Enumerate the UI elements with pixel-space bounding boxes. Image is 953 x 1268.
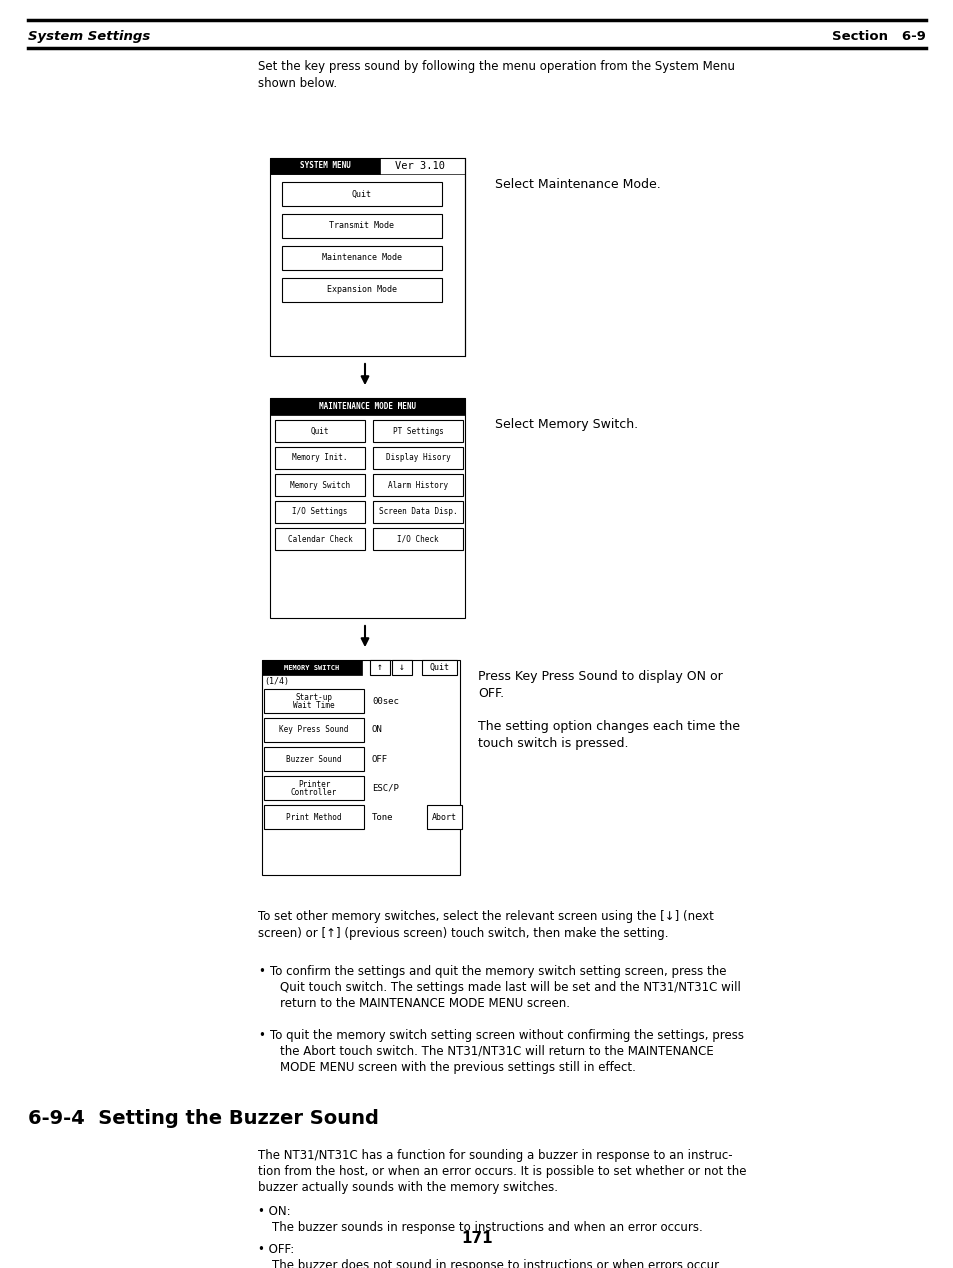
Text: To confirm the settings and quit the memory switch setting screen, press the: To confirm the settings and quit the mem… [270,965,726,978]
Text: • OFF:: • OFF: [257,1243,294,1257]
Text: ON: ON [372,725,382,734]
FancyBboxPatch shape [282,183,441,205]
Text: Alarm History: Alarm History [388,481,448,489]
FancyBboxPatch shape [274,474,365,496]
Text: Press Key Press Sound to display ON or
OFF.: Press Key Press Sound to display ON or O… [477,670,722,700]
FancyBboxPatch shape [274,420,365,443]
Text: Print Method: Print Method [286,813,341,822]
Text: SYSTEM MENU: SYSTEM MENU [299,161,350,170]
Text: the Abort touch switch. The NT31/NT31C will return to the MAINTENANCE: the Abort touch switch. The NT31/NT31C w… [280,1045,713,1058]
Text: Memory Switch: Memory Switch [290,481,350,489]
FancyBboxPatch shape [373,527,462,550]
Text: Controller: Controller [291,789,336,798]
Text: The NT31/NT31C has a function for sounding a buzzer in response to an instruc-: The NT31/NT31C has a function for soundi… [257,1149,732,1161]
Text: ESC/P: ESC/P [372,784,398,792]
FancyBboxPatch shape [421,661,456,675]
Text: Quit: Quit [311,426,329,435]
FancyBboxPatch shape [373,501,462,522]
Text: buzzer actually sounds with the memory switches.: buzzer actually sounds with the memory s… [257,1181,558,1194]
Text: return to the MAINTENANCE MODE MENU screen.: return to the MAINTENANCE MODE MENU scre… [280,997,569,1011]
Text: Screen Data Disp.: Screen Data Disp. [378,507,456,516]
Text: Memory Init.: Memory Init. [292,454,348,463]
Text: I/O Settings: I/O Settings [292,507,348,516]
Text: •: • [257,965,265,978]
Text: ↑: ↑ [376,662,382,672]
FancyBboxPatch shape [270,398,464,618]
Text: • ON:: • ON: [257,1205,291,1219]
FancyBboxPatch shape [264,689,364,713]
FancyBboxPatch shape [264,718,364,742]
Text: 6-9-4  Setting the Buzzer Sound: 6-9-4 Setting the Buzzer Sound [28,1110,378,1129]
Text: ↓: ↓ [398,662,404,672]
FancyBboxPatch shape [274,501,365,522]
Text: Select Memory Switch.: Select Memory Switch. [495,418,638,431]
Text: Display Hisory: Display Hisory [385,454,450,463]
FancyBboxPatch shape [262,661,459,875]
Text: Quit touch switch. The settings made last will be set and the NT31/NT31C will: Quit touch switch. The settings made las… [280,981,740,994]
Text: Quit: Quit [429,663,449,672]
Text: Select Maintenance Mode.: Select Maintenance Mode. [495,178,660,191]
Text: Buzzer Sound: Buzzer Sound [286,754,341,763]
Text: PT Settings: PT Settings [392,426,443,435]
Text: (1/4): (1/4) [264,677,289,686]
FancyBboxPatch shape [270,158,379,174]
FancyBboxPatch shape [370,661,390,675]
Text: MEMORY SWITCH: MEMORY SWITCH [284,664,339,671]
Text: The setting option changes each time the
touch switch is pressed.: The setting option changes each time the… [477,720,740,749]
Text: System Settings: System Settings [28,30,150,43]
Text: •: • [257,1030,265,1042]
FancyBboxPatch shape [274,527,365,550]
Text: Calendar Check: Calendar Check [287,535,352,544]
FancyBboxPatch shape [373,448,462,469]
Text: OFF: OFF [372,754,388,763]
Text: To set other memory switches, select the relevant screen using the [↓] (next
scr: To set other memory switches, select the… [257,910,713,941]
FancyBboxPatch shape [282,246,441,270]
Text: 171: 171 [460,1231,493,1246]
FancyBboxPatch shape [392,661,412,675]
FancyBboxPatch shape [264,805,364,829]
Text: To quit the memory switch setting screen without confirming the settings, press: To quit the memory switch setting screen… [270,1030,743,1042]
Text: Key Press Sound: Key Press Sound [279,725,349,734]
FancyBboxPatch shape [274,448,365,469]
FancyBboxPatch shape [282,214,441,238]
Text: Transmit Mode: Transmit Mode [329,222,395,231]
FancyBboxPatch shape [262,661,361,675]
Text: Abort: Abort [432,813,456,822]
FancyBboxPatch shape [270,158,464,356]
FancyBboxPatch shape [270,398,464,415]
Text: Printer: Printer [297,780,330,789]
FancyBboxPatch shape [264,776,364,800]
FancyBboxPatch shape [427,805,461,829]
Text: Section   6-9: Section 6-9 [831,30,925,43]
Text: tion from the host, or when an error occurs. It is possible to set whether or no: tion from the host, or when an error occ… [257,1165,745,1178]
Text: 00sec: 00sec [372,696,398,705]
Text: MAINTENANCE MODE MENU: MAINTENANCE MODE MENU [318,402,416,411]
Text: The buzzer sounds in response to instructions and when an error occurs.: The buzzer sounds in response to instruc… [272,1221,702,1234]
Text: Start-up: Start-up [295,692,333,702]
Text: Quit: Quit [352,189,372,199]
Text: Ver 3.10: Ver 3.10 [395,161,444,171]
FancyBboxPatch shape [373,474,462,496]
FancyBboxPatch shape [264,747,364,771]
Text: MODE MENU screen with the previous settings still in effect.: MODE MENU screen with the previous setti… [280,1061,636,1074]
FancyBboxPatch shape [373,420,462,443]
Text: Set the key press sound by following the menu operation from the System Menu
sho: Set the key press sound by following the… [257,60,734,90]
Text: Wait Time: Wait Time [293,701,335,710]
FancyBboxPatch shape [282,278,441,302]
Text: Maintenance Mode: Maintenance Mode [322,254,401,262]
Text: The buzzer does not sound in response to instructions or when errors occur.: The buzzer does not sound in response to… [272,1259,721,1268]
Text: Tone: Tone [372,813,393,822]
Text: Expansion Mode: Expansion Mode [327,285,396,294]
Text: I/O Check: I/O Check [396,535,438,544]
